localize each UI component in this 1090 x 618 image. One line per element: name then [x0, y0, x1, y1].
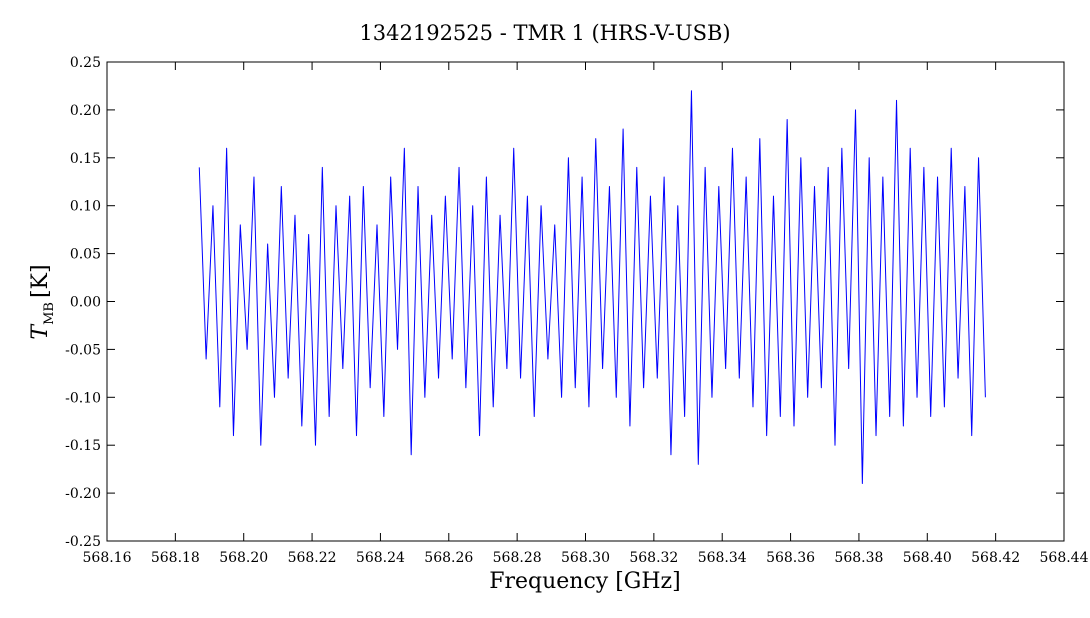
- x-axis-title: Frequency [GHz]: [489, 569, 681, 594]
- x-tick-label: 568.36: [766, 550, 815, 566]
- x-tick-label: 568.32: [629, 550, 678, 566]
- x-tick-label: 568.38: [834, 550, 883, 566]
- y-tick-label: 0.10: [70, 199, 101, 215]
- y-axis: -0.25 -0.20 -0.15 -0.10 -0.05 0.00 0.05 0.10 0.1…: [65, 55, 1064, 550]
- x-tick-label: 568.18: [151, 550, 200, 566]
- y-tick-label: -0.15: [65, 438, 101, 454]
- x-tick-label: 568.24: [356, 550, 405, 566]
- svg-text:TMB[K]: TMB [K]: [28, 264, 57, 339]
- y-tick-label: 0.00: [70, 295, 101, 311]
- x-tick-label: 568.28: [493, 550, 542, 566]
- y-tick-label: -0.10: [65, 390, 101, 406]
- y-tick-label: 0.25: [70, 55, 101, 71]
- x-axis: 568.16 568.18 568.20 568.22 568.24 568.26 568.…: [83, 62, 1089, 566]
- y-tick-label: -0.25: [65, 534, 101, 550]
- x-tick-label: 568.22: [288, 550, 337, 566]
- x-tick-label: 568.44: [1040, 550, 1089, 566]
- x-tick-label: 568.34: [698, 550, 747, 566]
- chart-title: 1342192525 - TMR 1 (HRS-V-USB): [359, 21, 730, 45]
- y-tick-label: 0.20: [70, 103, 101, 119]
- y-axis-title-main: T: [28, 323, 53, 340]
- x-tick-label: 568.26: [424, 550, 473, 566]
- y-tick-label: 0.05: [70, 247, 101, 263]
- y-tick-label: 0.15: [70, 151, 101, 167]
- x-tick-label: 568.42: [971, 550, 1020, 566]
- y-axis-title-sub: MB: [42, 302, 57, 325]
- series-layer: [198, 90, 986, 485]
- x-tick-label: 568.30: [561, 550, 610, 566]
- series-line: [198, 90, 986, 485]
- y-axis-title: TMB [K]: [28, 264, 57, 339]
- x-tick-label: 568.40: [903, 550, 952, 566]
- y-axis-title-unit: [K]: [28, 264, 53, 298]
- x-tick-label: 568.20: [219, 550, 268, 566]
- y-tick-label: -0.05: [65, 342, 101, 358]
- y-tick-label: -0.20: [65, 486, 101, 502]
- x-tick-label: 568.16: [83, 550, 132, 566]
